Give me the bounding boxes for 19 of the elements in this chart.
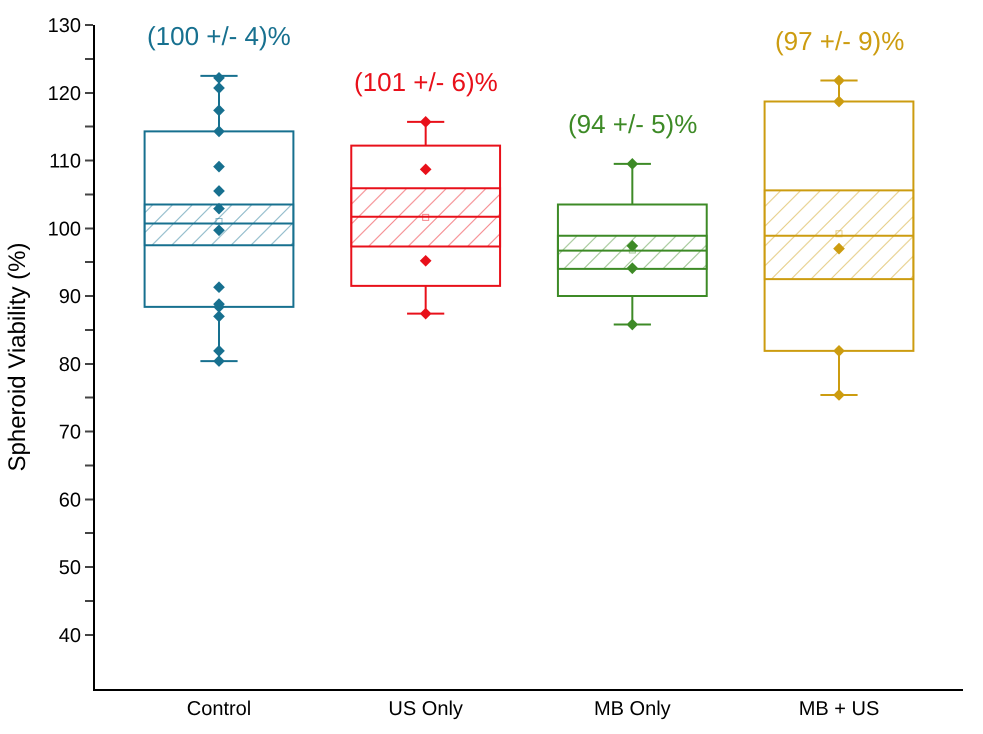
- x-tick-label: US Only: [388, 698, 463, 720]
- x-tick-label: MB + US: [798, 698, 880, 720]
- y-tick-label: 90: [58, 286, 81, 308]
- y-tick-label: 110: [49, 150, 81, 173]
- annotation: (100 +/- 4)%: [147, 21, 291, 51]
- annotation: (97 +/- 9)%: [775, 26, 904, 56]
- y-tick-label: 60: [58, 489, 81, 512]
- y-tick-label: 120: [48, 82, 81, 105]
- y-tick-label: 40: [58, 624, 81, 647]
- y-tick-label: 50: [58, 557, 81, 580]
- x-tick-label: MB Only: [594, 698, 671, 720]
- y-axis-title: Spheroid Viability (%): [4, 242, 32, 472]
- y-tick-label: 100: [48, 218, 81, 240]
- annotation: (101 +/- 6)%: [354, 67, 498, 97]
- annotation: (94 +/- 5)%: [568, 109, 698, 139]
- y-tick-label: 80: [58, 354, 81, 376]
- y-tick-label: 130: [48, 15, 81, 37]
- y-tick-label: 70: [58, 422, 81, 444]
- x-tick-label: Control: [186, 698, 252, 720]
